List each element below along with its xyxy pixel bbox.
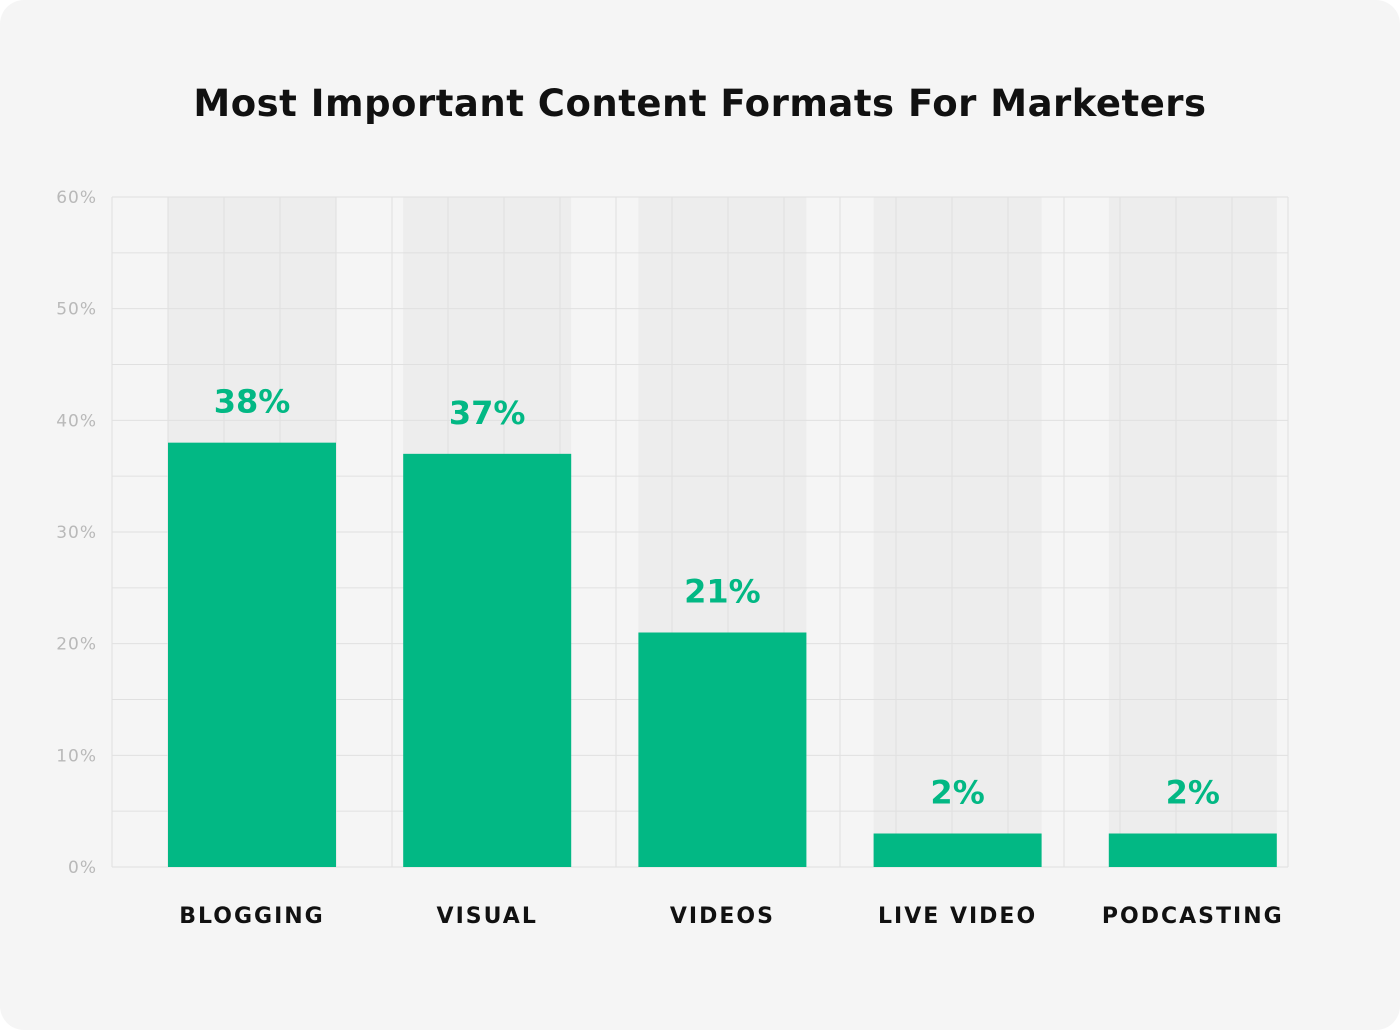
x-category-label: VISUAL xyxy=(437,904,538,929)
bar xyxy=(638,632,807,867)
y-tick-label: 10% xyxy=(56,746,97,766)
y-tick-label: 40% xyxy=(56,411,97,431)
bar xyxy=(168,442,336,867)
bar xyxy=(1108,833,1277,867)
x-category-label: VIDEOS xyxy=(670,904,775,929)
y-tick-label: 20% xyxy=(56,635,97,655)
data-label: 2% xyxy=(1166,774,1220,812)
y-tick-label: 30% xyxy=(56,523,97,543)
x-category-label: PODCASTING xyxy=(1102,904,1284,929)
data-label: 38% xyxy=(214,383,291,421)
chart-title: Most Important Content Formats For Marke… xyxy=(193,82,1207,125)
x-category-label: BLOGGING xyxy=(179,904,324,929)
bar xyxy=(403,453,572,867)
data-label: 37% xyxy=(449,394,526,432)
data-label: 21% xyxy=(684,573,761,611)
data-label: 2% xyxy=(930,774,984,812)
y-tick-label: 0% xyxy=(68,858,97,878)
x-category-label: LIVE VIDEO xyxy=(878,904,1037,929)
y-tick-label: 60% xyxy=(56,188,97,208)
y-tick-label: 50% xyxy=(56,300,97,320)
bar xyxy=(873,833,1042,867)
